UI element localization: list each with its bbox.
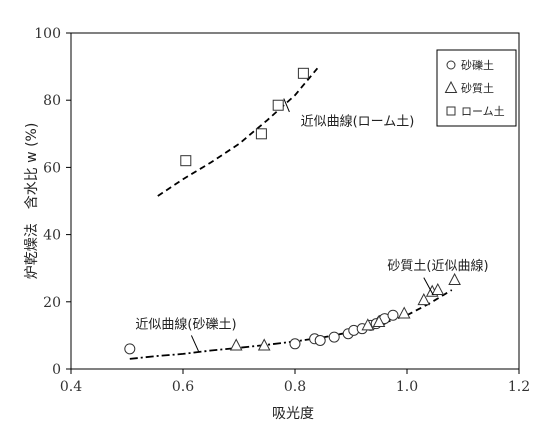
annotation-label: 砂質土(近似曲線) xyxy=(387,258,488,274)
data-point-square xyxy=(255,128,267,140)
data-point-triangle xyxy=(448,272,461,285)
annotation-label: 近似曲線(ローム土) xyxy=(301,113,415,129)
data-point-circle xyxy=(387,309,399,321)
y-axis-title: 炉乾燥法 含水比 w (%) xyxy=(24,123,40,280)
legend-marker-circle xyxy=(446,60,456,70)
data-point-triangle xyxy=(372,314,386,327)
data-point-triangle xyxy=(257,338,271,351)
legend-label: ローム土 xyxy=(461,105,505,118)
data-point-triangle xyxy=(361,318,375,331)
fit-curve xyxy=(157,67,319,197)
data-point-triangle xyxy=(397,306,411,319)
data-point-triangle xyxy=(229,338,243,351)
y-tick-label: 0 xyxy=(52,362,61,378)
legend-marker-square xyxy=(446,106,456,116)
annotation-leader xyxy=(423,277,434,296)
data-point-circle xyxy=(124,343,136,355)
y-tick-label: 60 xyxy=(43,160,61,176)
legend-marker-triangle xyxy=(444,80,458,93)
annotation-leader xyxy=(190,335,200,352)
legend-label: 砂質土 xyxy=(461,81,494,95)
data-point-triangle xyxy=(417,293,431,306)
data-point-triangle xyxy=(431,282,445,296)
fit-curve xyxy=(129,314,408,360)
x-tick-label: 0.8 xyxy=(284,379,306,395)
data-point-square xyxy=(180,155,192,167)
axis-ticks: 0.4 0.6 0.8 1.0 1.2 0 20 40 60 80 100 xyxy=(34,26,530,395)
legend-label: 砂礫土 xyxy=(461,58,494,72)
x-tick-label: 0.6 xyxy=(172,379,194,395)
annotation-label: 近似曲線(砂礫土) xyxy=(135,317,236,333)
data-point-circle xyxy=(289,338,301,350)
y-tick-label: 40 xyxy=(43,228,61,244)
data-point-square xyxy=(272,99,284,111)
y-tick-label: 20 xyxy=(43,295,61,311)
x-tick-label: 0.4 xyxy=(60,379,82,395)
y-tick-label: 100 xyxy=(34,26,61,42)
x-tick-label: 1.0 xyxy=(396,379,418,395)
fit-curve xyxy=(406,289,453,316)
y-tick-label: 80 xyxy=(43,93,61,109)
data-point-circle xyxy=(328,331,340,343)
fit-curves xyxy=(129,67,453,360)
annotations: 近似曲線(ローム土) 砂質土(近似曲線) 近似曲線(砂礫土) xyxy=(135,98,489,352)
data-point-square xyxy=(297,67,309,79)
data-points xyxy=(124,67,461,355)
x-axis-title: 吸光度 xyxy=(272,406,314,422)
data-point-circle xyxy=(314,334,326,346)
x-tick-label: 1.2 xyxy=(508,379,530,395)
annotation-leader xyxy=(283,98,290,113)
